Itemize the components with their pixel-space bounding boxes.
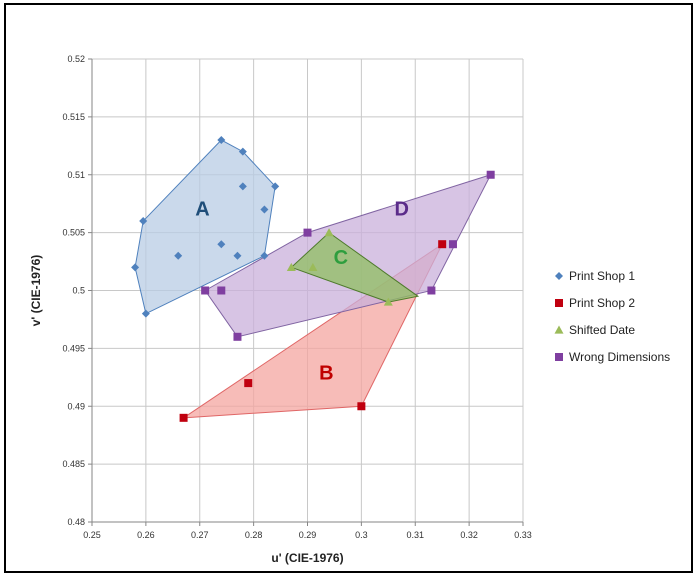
legend-marker-print-shop-2 [555,299,563,307]
legend-label-shifted-date: Shifted Date [569,323,635,337]
region-label-d: D [395,198,409,220]
legend-marker-wrong-dimensions [555,353,563,361]
point-print-shop-2 [438,240,447,249]
point-shifted-date [324,228,334,237]
point-print-shop-1 [217,240,226,249]
x-tick-label: 0.26 [137,530,155,540]
region-label-a: A [195,198,209,220]
point-wrong-dimensions [448,240,457,249]
point-shifted-date [308,262,318,271]
y-tick-label: 0.485 [62,459,85,469]
point-wrong-dimensions [233,332,242,341]
y-tick-label: 0.505 [62,228,85,238]
y-tick-label: 0.52 [67,54,85,64]
regions [134,139,492,419]
x-tick-label: 0.33 [514,530,532,540]
region-a [134,139,276,315]
point-print-shop-2 [244,379,253,388]
point-wrong-dimensions [217,286,226,295]
x-tick-label: 0.32 [460,530,478,540]
point-wrong-dimensions [427,286,436,295]
legend: Print Shop 1 Print Shop 2 Shifted Date Wron… [554,269,670,364]
y-tick-label: 0.49 [67,401,85,411]
point-wrong-dimensions [303,228,312,237]
y-tick-label: 0.515 [62,112,85,122]
legend-marker-print-shop-1 [555,272,563,280]
point-print-shop-1 [233,251,242,260]
y-tick-label: 0.51 [67,170,85,180]
point-print-shop-1 [271,182,280,191]
point-print-shop-1 [174,251,183,260]
x-tick-label: 0.25 [83,530,101,540]
legend-label-print-shop-1: Print Shop 1 [569,269,635,283]
point-print-shop-1 [217,136,226,145]
point-print-shop-2 [179,413,188,422]
region-label-b: B [319,363,333,385]
point-print-shop-1 [238,182,247,191]
point-wrong-dimensions [201,286,210,295]
region-label-c: C [334,247,348,269]
point-print-shop-2 [357,402,366,411]
point-print-shop-1 [139,217,148,226]
legend-label-print-shop-2: Print Shop 2 [569,296,635,310]
x-tick-label: 0.27 [191,530,209,540]
x-tick-label: 0.31 [406,530,424,540]
chart-svg: 0.25 0.26 0.27 0.28 0.29 0.3 0.31 0.32 0.33 0.48 0… [29,54,670,565]
legend-marker-shifted-date [554,325,564,334]
legend-label-wrong-dimensions: Wrong Dimensions [569,350,670,364]
x-tick-label: 0.3 [355,530,368,540]
chart-frame: 0.25 0.26 0.27 0.28 0.29 0.3 0.31 0.32 0.33 0.48 0… [4,3,693,573]
point-wrong-dimensions [486,170,495,179]
y-tick-label: 0.48 [67,517,85,527]
axes: 0.25 0.26 0.27 0.28 0.29 0.3 0.31 0.32 0.33 0.48 0… [29,54,532,565]
x-tick-label: 0.29 [299,530,317,540]
point-print-shop-1 [260,251,269,260]
x-axis-title: u' (CIE-1976) [271,551,343,565]
region-c [290,231,420,303]
point-print-shop-1 [131,263,140,272]
region-labels: A B D C [195,198,409,384]
y-tick-label: 0.5 [72,286,85,296]
point-print-shop-1 [238,147,247,156]
y-tick-label: 0.495 [62,343,85,353]
data-points [131,136,495,422]
point-shifted-date [286,262,296,271]
x-tick-label: 0.28 [245,530,263,540]
point-print-shop-1 [141,309,150,318]
point-shifted-date [383,297,393,306]
y-axis-title: v' (CIE-1976) [29,255,43,327]
point-print-shop-1 [260,205,269,214]
